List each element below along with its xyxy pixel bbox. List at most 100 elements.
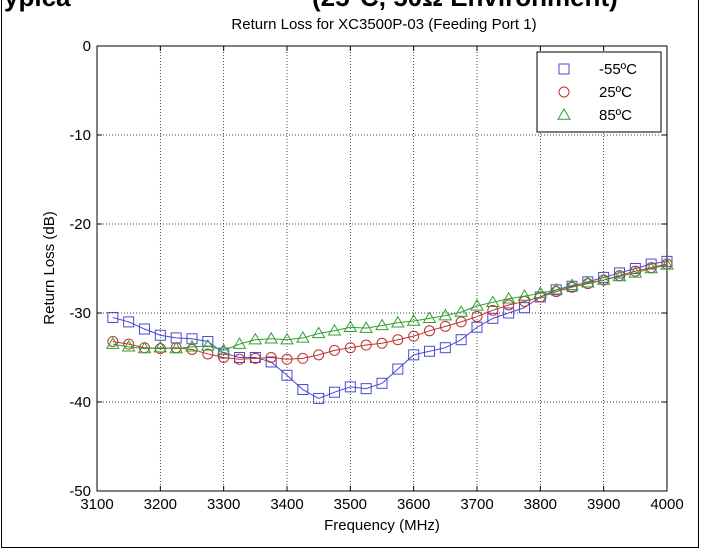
data-point	[392, 363, 404, 375]
data-point	[281, 369, 293, 381]
data-point	[470, 298, 484, 311]
data-point	[408, 330, 420, 342]
x-tick-label: 3300	[207, 496, 240, 513]
data-point	[265, 352, 277, 363]
data-point	[390, 315, 405, 328]
data-point	[295, 330, 310, 343]
data-point	[628, 265, 643, 278]
legend-marker	[557, 108, 571, 120]
data-point	[344, 342, 356, 354]
data-point	[200, 338, 215, 351]
y-tick-label: -20	[69, 216, 91, 233]
data-point	[313, 392, 325, 404]
x-tick-label: 3700	[460, 496, 493, 513]
data-series	[105, 255, 674, 404]
data-point	[216, 343, 231, 356]
x-tick-label: 4000	[650, 496, 683, 513]
y-tick-label: -40	[69, 394, 91, 411]
x-tick-label: 3400	[270, 496, 303, 513]
data-point	[360, 339, 372, 351]
clipped-header-right: (25°C, 50Ω Environment)	[312, 0, 618, 12]
legend-entry: 25ºC	[599, 84, 632, 101]
data-point	[439, 342, 451, 354]
data-point	[344, 381, 356, 393]
data-point	[264, 331, 279, 344]
x-tick-label: 3900	[587, 496, 620, 513]
y-tick-label: -30	[69, 305, 91, 322]
data-point	[534, 291, 546, 303]
data-point	[503, 307, 515, 319]
data-point	[455, 334, 467, 346]
data-point	[249, 352, 261, 364]
data-point	[614, 267, 625, 279]
data-point	[137, 341, 152, 354]
data-point	[598, 274, 610, 286]
legend-marker	[558, 86, 570, 98]
data-point	[280, 332, 294, 345]
x-tick-label: 3500	[334, 496, 367, 513]
data-point	[438, 308, 453, 321]
data-point	[234, 353, 245, 365]
data-point	[645, 258, 657, 270]
axis-ticks: 3100 3200 3300 3400 3500 3600 3700 3800 3900 4000…	[69, 38, 683, 513]
data-point	[202, 348, 214, 360]
data-point	[533, 286, 548, 299]
data-point	[471, 321, 483, 333]
x-axis-label: Frequency (MHz)	[324, 517, 440, 534]
data-point	[612, 269, 627, 282]
data-point	[501, 291, 516, 304]
data-point	[311, 326, 326, 339]
y-tick-label: -50	[69, 483, 91, 500]
data-point	[265, 356, 277, 368]
data-point	[629, 263, 641, 274]
data-point	[329, 386, 340, 398]
data-point	[565, 278, 579, 291]
data-point	[360, 383, 372, 395]
data-point	[598, 271, 610, 283]
legend-box	[536, 51, 662, 133]
data-point	[107, 311, 119, 323]
data-point	[359, 321, 374, 333]
data-point	[154, 343, 166, 355]
data-point	[517, 289, 532, 301]
legend-entry: -55ºC	[599, 61, 637, 78]
clipped-header: ypica (25°C, 50Ω Environment)	[2, 0, 698, 12]
data-point	[343, 320, 358, 332]
chart-title: Return Loss for XC3500P-03 (Feeding Port…	[231, 16, 536, 33]
series-triangle	[105, 257, 674, 356]
data-point	[375, 318, 389, 331]
series-line	[112, 260, 668, 399]
data-point	[376, 377, 388, 389]
data-point	[487, 304, 499, 316]
data-point	[487, 312, 499, 324]
data-point	[123, 316, 135, 328]
data-point	[424, 325, 435, 337]
data-point	[580, 275, 595, 288]
data-point	[454, 305, 469, 317]
clipped-header-left: ypica	[4, 0, 71, 12]
data-point	[313, 349, 325, 361]
data-point	[139, 323, 150, 335]
data-point	[186, 333, 198, 345]
data-point	[376, 337, 388, 349]
y-tick-label: 0	[83, 38, 91, 55]
legend-marker	[558, 63, 570, 75]
series-line	[112, 264, 668, 351]
data-point	[327, 323, 342, 336]
data-point	[519, 302, 530, 314]
data-point	[105, 337, 120, 349]
data-point	[660, 257, 674, 270]
data-point	[392, 334, 404, 346]
data-point	[153, 340, 168, 353]
data-point	[471, 311, 483, 323]
data-point	[107, 335, 119, 347]
data-point	[169, 341, 184, 354]
data-point	[406, 314, 421, 326]
data-point	[661, 255, 673, 267]
data-point	[439, 320, 451, 332]
data-point	[154, 329, 166, 341]
data-point	[297, 384, 309, 396]
data-point	[123, 338, 135, 350]
y-axis-label: Return Loss (dB)	[41, 211, 58, 324]
